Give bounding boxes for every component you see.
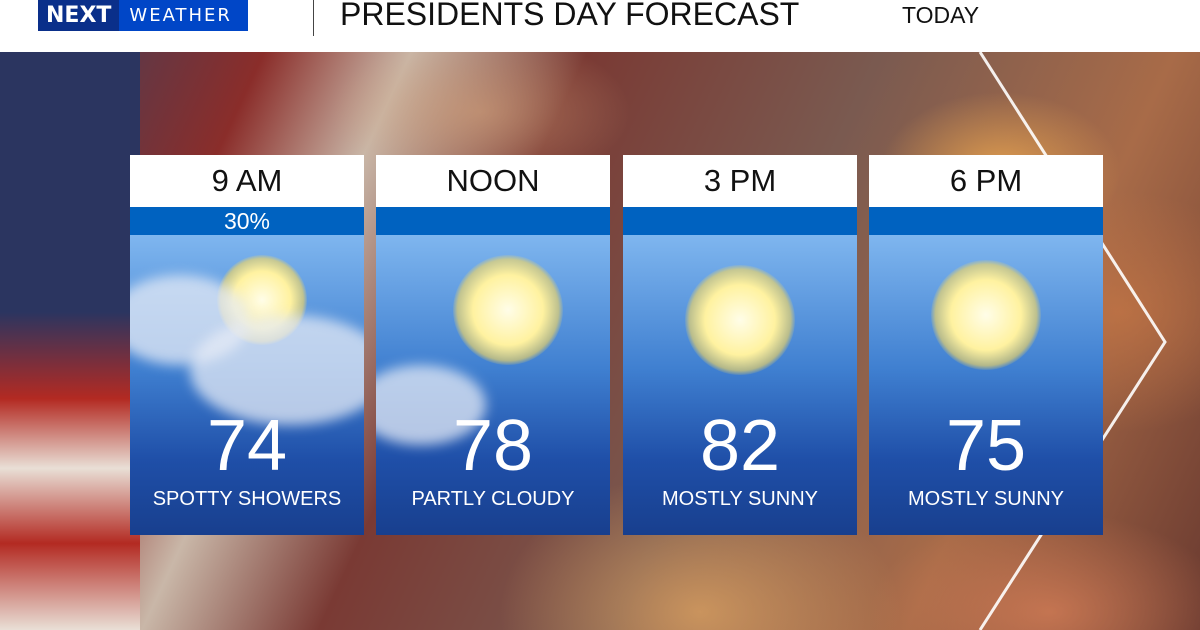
card-precip — [869, 207, 1103, 235]
sun-icon: 82 MOSTLY SUNNY — [623, 235, 857, 535]
forecast-card: NOON 78 PARTLY CLOUDY — [376, 155, 610, 535]
card-condition: MOSTLY SUNNY — [908, 488, 1064, 510]
card-temp: 78 — [452, 406, 534, 486]
card-temp: 74 — [206, 406, 288, 486]
card-time: 6 PM — [869, 155, 1103, 207]
next-weather-logo: NEXT WEATHER — [38, 0, 248, 31]
logo-brand: NEXT — [38, 0, 120, 31]
card-time: 3 PM — [623, 155, 857, 207]
sun-behind-clouds-icon: 74 SPOTTY SHOWERS — [130, 235, 364, 535]
page-title: PRESIDENTS DAY FORECAST — [340, 0, 800, 32]
american-flag-image — [0, 52, 140, 630]
card-temp: 82 — [699, 406, 781, 486]
divider — [313, 0, 314, 36]
logo-sub: WEATHER — [129, 5, 232, 26]
card-temp: 75 — [945, 406, 1027, 486]
forecast-card: 6 PM 75 MOSTLY SUNNY — [869, 155, 1103, 535]
page-subtitle: TODAY — [902, 2, 980, 28]
card-precip — [376, 207, 610, 235]
header-bar: NEXT WEATHER PRESIDENTS DAY FORECAST TOD… — [0, 0, 1200, 52]
forecast-card: 3 PM 82 MOSTLY SUNNY — [623, 155, 857, 535]
sun-icon: 78 PARTLY CLOUDY — [376, 235, 610, 535]
sun-icon: 75 MOSTLY SUNNY — [869, 235, 1103, 535]
card-condition: PARTLY CLOUDY — [411, 488, 575, 510]
card-time: NOON — [376, 155, 610, 207]
card-condition: MOSTLY SUNNY — [662, 488, 818, 510]
card-time: 9 AM — [130, 155, 364, 207]
card-precip — [623, 207, 857, 235]
card-precip: 30% — [130, 207, 364, 235]
card-condition: SPOTTY SHOWERS — [152, 488, 342, 510]
forecast-card: 9 AM 30% 74 SPOTTY SHOWERS — [130, 155, 364, 535]
